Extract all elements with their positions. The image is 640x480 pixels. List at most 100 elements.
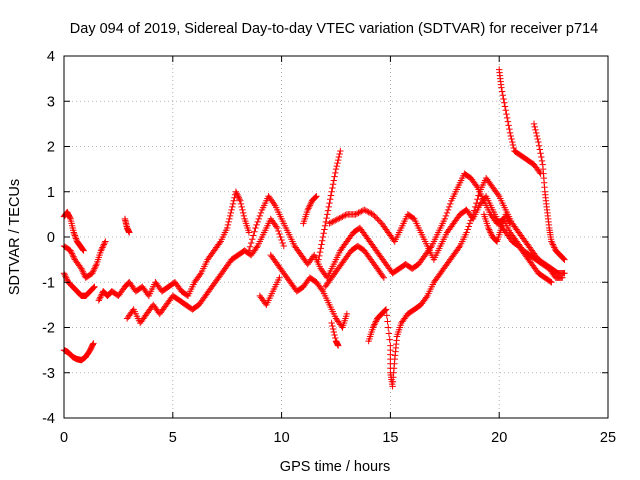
data-point-marker [464, 226, 471, 233]
data-point-marker [369, 211, 377, 218]
data-point-marker [315, 256, 322, 263]
data-point-marker [97, 292, 105, 300]
data-point-marker [280, 242, 287, 250]
series-trace-a [60, 238, 109, 281]
data-point-marker [335, 153, 343, 161]
data-point-marker [126, 229, 133, 236]
data-point-marker [327, 219, 335, 226]
data-point-marker [256, 212, 264, 220]
data-point-marker [470, 207, 478, 214]
data-point-marker [504, 118, 512, 125]
data-point-marker [498, 88, 506, 95]
data-point-marker [275, 227, 282, 235]
x-tick-label: 25 [600, 430, 616, 446]
data-point-marker [386, 336, 393, 343]
data-point-marker [245, 229, 253, 236]
data-point-marker [255, 215, 262, 223]
data-point-marker [336, 150, 343, 158]
data-point-marker [97, 294, 104, 301]
data-point-marker [319, 237, 326, 244]
series-trace-o [326, 193, 555, 286]
data-point-marker [487, 229, 494, 236]
data-point-marker [500, 95, 507, 103]
data-point-marker [548, 238, 555, 245]
data-point-marker [506, 218, 513, 226]
data-point-marker [305, 205, 312, 212]
data-point-marker [239, 209, 247, 217]
y-tick-label: 1 [47, 185, 55, 201]
data-point-marker [224, 221, 232, 229]
data-point-marker [547, 278, 554, 285]
data-point-marker [536, 146, 544, 153]
data-point-marker [560, 255, 567, 263]
series-trace-f [123, 215, 287, 327]
data-point-marker [385, 330, 393, 337]
data-point-marker [505, 217, 512, 224]
data-point-marker [445, 203, 453, 211]
data-point-marker [246, 243, 254, 251]
data-point-marker [89, 341, 97, 348]
data-point-marker [68, 248, 75, 256]
data-point-marker [312, 193, 319, 201]
data-point-marker [506, 129, 514, 137]
data-point-marker [90, 340, 97, 347]
series-trace-c [60, 208, 87, 254]
data-point-marker [499, 92, 507, 99]
series-trace-g [121, 215, 133, 236]
data-point-marker [323, 214, 330, 222]
data-point-marker [472, 203, 479, 211]
data-point-marker [226, 215, 233, 223]
data-point-marker [329, 184, 336, 192]
data-point-marker [503, 214, 511, 221]
data-point-marker [538, 157, 546, 165]
data-point-marker [535, 142, 543, 149]
data-point-marker [372, 318, 380, 325]
data-point-marker [249, 236, 256, 243]
data-point-marker [100, 241, 108, 248]
y-tick-label: 0 [47, 230, 55, 246]
data-point-marker [328, 188, 335, 195]
data-point-marker [385, 324, 392, 331]
data-point-marker [336, 214, 343, 222]
series-trace-j [256, 274, 283, 309]
data-point-marker [501, 99, 508, 106]
data-point-marker [102, 238, 109, 245]
data-point-marker [225, 218, 232, 226]
data-point-marker [306, 202, 314, 209]
data-point-marker [278, 236, 285, 244]
x-axis-label: GPS time / hours [280, 459, 390, 475]
data-point-marker [503, 110, 510, 118]
data-point-marker [99, 244, 106, 251]
series-trace-m [300, 193, 320, 227]
data-point-marker [70, 229, 77, 236]
data-point-marker [559, 254, 567, 262]
data-point-marker [277, 233, 284, 241]
chart-title: Day 094 of 2019, Sidereal Day-to-day VTE… [70, 21, 598, 37]
data-point-marker [305, 203, 313, 211]
data-point-marker [62, 273, 69, 280]
data-point-marker [96, 295, 103, 303]
data-point-marker [509, 138, 516, 146]
data-point-marker [70, 253, 77, 260]
data-point-marker [506, 125, 513, 133]
y-tick-label: 4 [47, 49, 55, 65]
data-point-marker [91, 283, 98, 290]
series-trace-k [328, 319, 342, 349]
data-point-marker [382, 306, 389, 314]
series-trace-q [496, 66, 544, 177]
data-point-marker [63, 276, 71, 283]
data-point-marker [332, 217, 339, 224]
data-point-marker [252, 224, 259, 232]
data-point-marker [318, 286, 326, 293]
data-point-marker [473, 182, 480, 189]
data-point-marker [329, 181, 337, 188]
data-point-marker [92, 262, 100, 269]
data-point-marker [90, 266, 97, 274]
series-trace-r [530, 120, 568, 263]
data-point-marker [334, 342, 342, 349]
data-point-marker [508, 135, 515, 143]
data-point-marker [325, 203, 332, 211]
series-trace-e [95, 188, 253, 304]
series-trace-i [267, 251, 351, 331]
data-point-marker [317, 245, 324, 252]
